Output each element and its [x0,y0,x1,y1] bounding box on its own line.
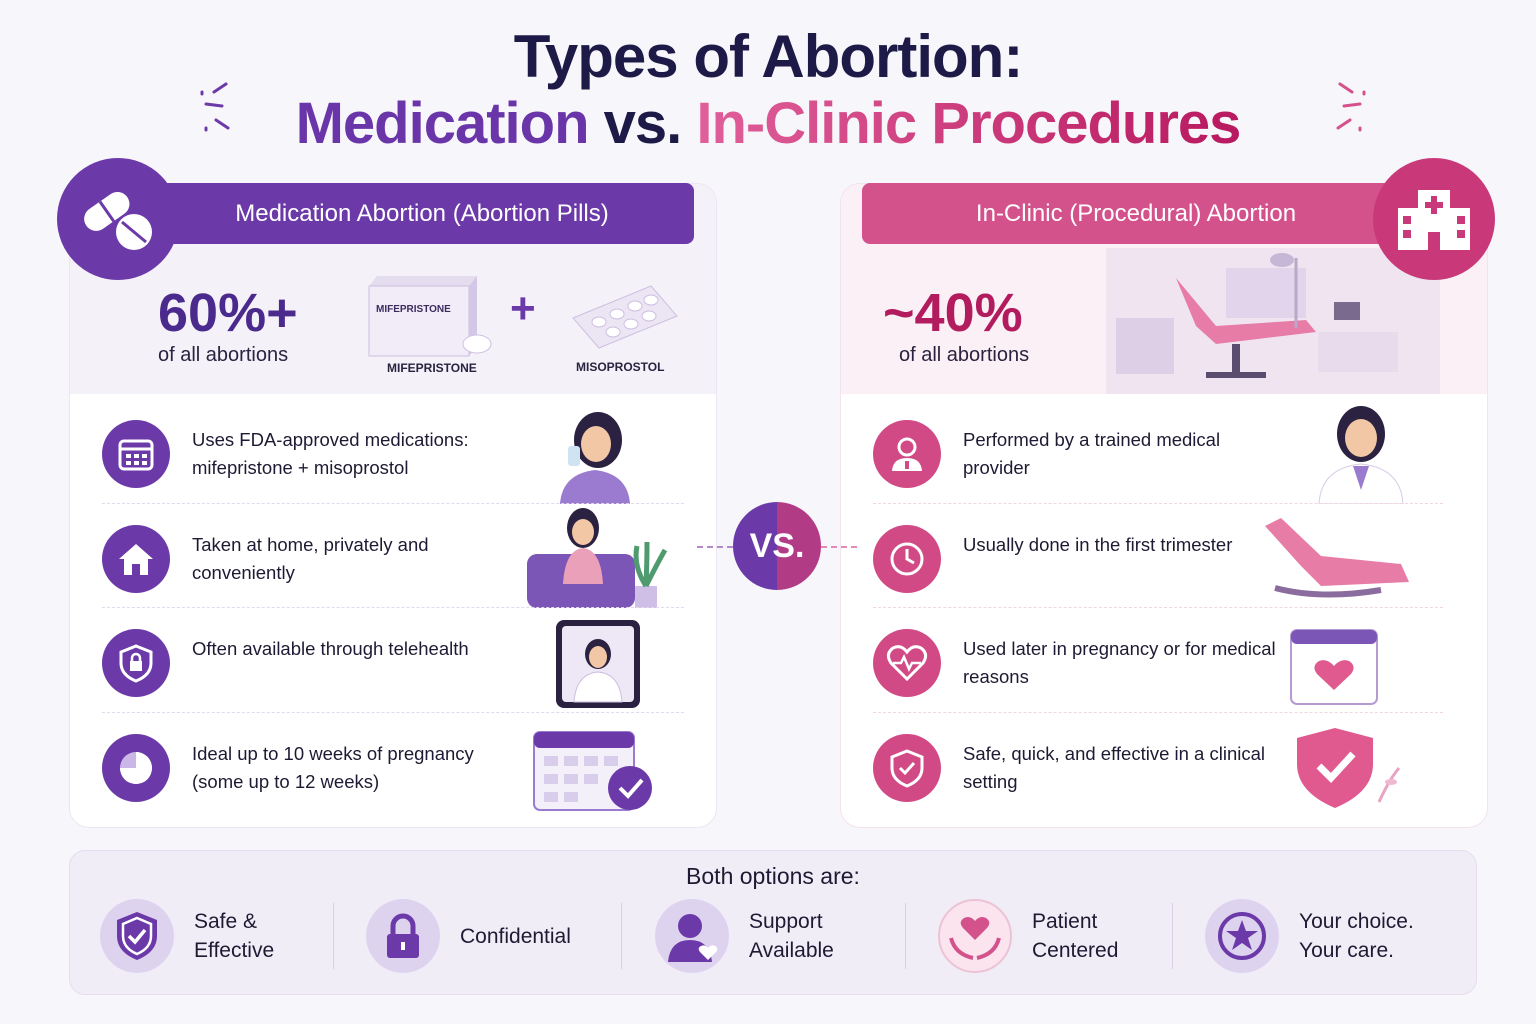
item-text: Uses FDA-approved medications: mifeprist… [192,429,469,478]
shield-check-icon [873,734,941,802]
item-text: Used later in pregnancy or for medical r… [963,638,1276,687]
list-item: Performed by a trained medical provider [873,406,1453,510]
provider-icon [873,420,941,488]
inclinic-stat-label: of all abortions [899,344,1030,366]
clinic-room-image [1106,248,1440,394]
benefit-item: Patient Centered [938,899,1118,973]
benefit-item: Safe & Effective [100,899,274,973]
item-text: Ideal up to 10 weeks of pregnancy (some … [192,743,474,792]
benefit-item: Confidential [366,899,571,973]
list-item: Often available through telehealth [102,615,682,719]
mifepristone-box-image [368,276,492,357]
item-text: Usually done in the first trimester [963,534,1233,555]
divider [102,503,684,504]
benefit-label: Safe & [194,910,258,933]
telehealth-tablet-image [556,620,640,708]
woman-on-couch-image [527,508,668,608]
divider [873,712,1443,713]
calendar-heart-image [1290,629,1378,705]
item-text: Taken at home, privately and convenientl… [192,534,429,583]
vs-connector-left [697,546,733,548]
hands-heart-icon [938,899,1012,973]
divider [621,903,622,969]
inclinic-stat: ~40% [883,283,1023,343]
pie-chart-icon [102,734,170,802]
benefit-item: Your choice. Your care. [1205,899,1414,973]
benefit-item: Support Available [655,899,834,973]
item-text: Often available through telehealth [192,638,469,659]
hospital-icon [1373,158,1495,280]
inclinic-panel: ~40% of all abortions Performed by a tra… [840,183,1488,828]
list-item: Taken at home, privately and convenientl… [102,511,682,615]
benefit-label: Your choice. [1299,910,1414,933]
benefit-label: Confidential [460,924,571,948]
medication-stat: 60%+ [158,283,298,343]
item-text: Safe, quick, and effective in a clinical… [963,743,1265,792]
clock-icon [873,525,941,593]
inclinic-header: In-Clinic (Procedural) Abortion [862,183,1410,244]
title-medication: Medication [295,91,590,156]
divider [333,903,334,969]
lock-icon [366,899,440,973]
divider [905,903,906,969]
sparkle-right-icon [1336,82,1366,132]
benefit-label: Centered [1032,939,1119,962]
divider [873,503,1443,504]
benefit-label: Effective [194,939,275,962]
benefit-label: Your care. [1299,939,1394,962]
star-badge-icon [1205,899,1279,973]
title-vs: vs. [588,91,697,156]
medication-header: Medication Abortion (Abortion Pills) [150,183,694,244]
heart-pulse-icon [873,629,941,697]
list-item: Ideal up to 10 weeks of pregnancy (some … [102,720,682,824]
divider [102,712,684,713]
misoprostol-pack-image [572,285,678,349]
divider [102,607,684,608]
shield-lock-icon [102,629,170,697]
woman-taking-pill-image [560,412,630,504]
pills-icon [57,158,179,280]
calendar-check-image [533,731,652,811]
vs-badge: VS. [733,502,821,590]
exam-chair-image [1265,518,1409,598]
divider [1172,903,1173,969]
benefit-label: Patient [1032,910,1098,933]
title-inclinic: In-Clinic Procedures [696,91,1241,156]
misoprostol-label: MISOPROSTOL [576,360,665,374]
pink-shield-image [1297,728,1401,808]
list-item: Used later in pregnancy or for medical r… [873,615,1453,719]
page-subtitle: Medication vs. In-Clinic Procedures [0,90,1536,157]
item-text: Performed by a trained medical provider [963,429,1221,478]
sparkle-left-icon [200,82,230,132]
vs-connector-right [821,546,857,548]
benefit-label: Available [749,939,834,962]
medication-stat-label: of all abortions [158,344,289,366]
plus-sign: + [510,284,536,333]
shield-check-icon [100,899,174,973]
mifepristone-label: MIFEPRISTONE [387,361,477,375]
list-item: Safe, quick, and effective in a clinical… [873,720,1453,824]
mifepristone-box-label: MIFEPRISTONE [376,304,451,315]
person-heart-icon [655,899,729,973]
doctor-image [1318,406,1404,504]
medication-panel: 60%+ of all abortions MIFEPRISTONE MIFEP… [69,183,717,828]
calendar-icon [102,420,170,488]
list-item: Uses FDA-approved medications: mifeprist… [102,406,682,510]
divider [873,607,1443,608]
page-title: Types of Abortion: [513,23,1024,90]
benefit-label: Support [749,910,823,933]
list-item: Usually done in the first trimester [873,511,1453,615]
home-icon [102,525,170,593]
both-options-heading: Both options are: [686,863,860,889]
both-options-bar: Both options are: Safe & Effective Confid… [69,850,1477,995]
